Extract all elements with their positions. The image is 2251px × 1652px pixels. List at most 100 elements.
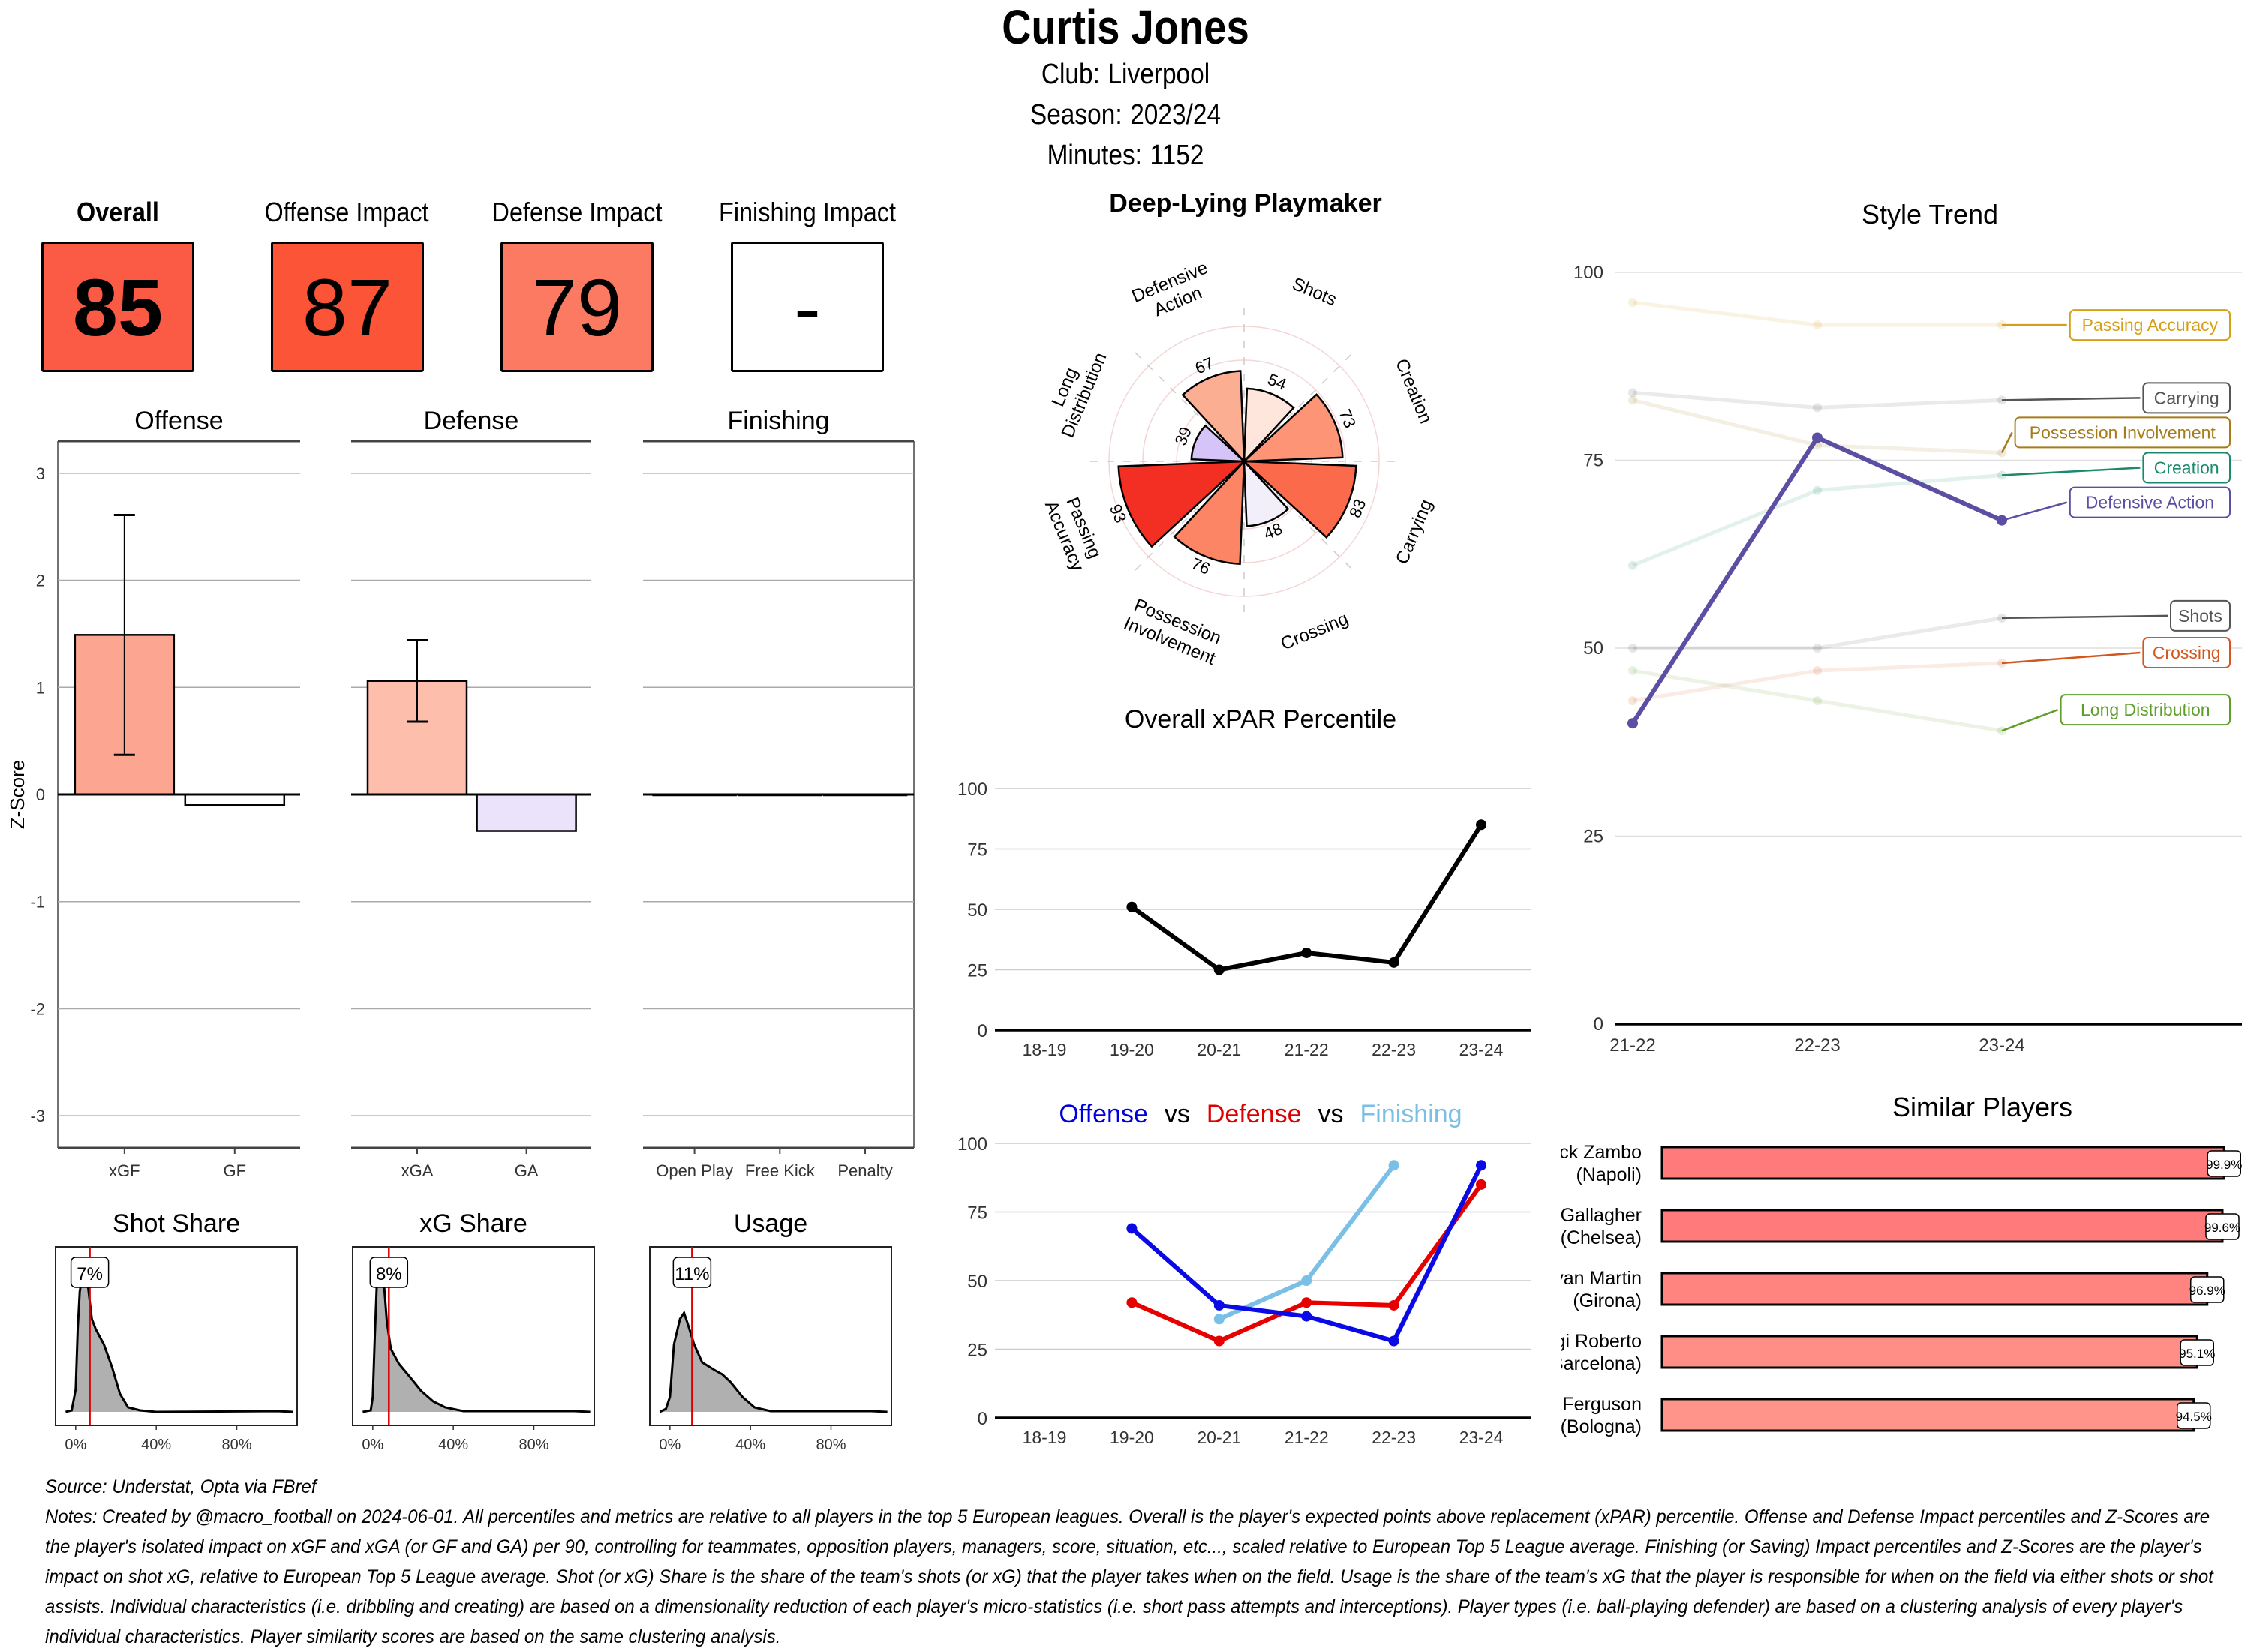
trend-point-creation: [1628, 560, 1637, 570]
trend-point-possession-involvement: [1628, 395, 1637, 405]
radar-title: Deep-Lying Playmaker: [1109, 189, 1381, 218]
title-part-finishing: Finishing: [1360, 1100, 1462, 1128]
y-tick-label: 100: [1573, 263, 1603, 283]
y-tick-label: 75: [1583, 451, 1603, 471]
minutes-value: 1152: [1150, 140, 1204, 171]
x-tick-label: 23-24: [1979, 1035, 2024, 1056]
bar-gf: [184, 793, 286, 806]
trend-point-creation: [1813, 485, 1822, 495]
marker-label: 7%: [77, 1264, 103, 1284]
kpi-title-finishing: Finishing Impact: [719, 197, 896, 227]
y-tick-label: 50: [967, 1272, 987, 1292]
trend-connector-long-distribution: [2001, 708, 2059, 732]
radar-category-label: Carrying: [1392, 497, 1437, 567]
trend-label-box-long-distribution: [2060, 694, 2231, 726]
data-point-defense: [1388, 1299, 1399, 1311]
x-tick-label: 23-24: [1459, 1040, 1504, 1059]
density-title: Shot Share: [113, 1209, 240, 1238]
trend-connector-defensive-action: [2001, 501, 2068, 521]
trend-connector-carrying: [2001, 397, 2141, 401]
trend-label-creation: Creation: [2154, 458, 2219, 478]
similar-player-name: Franck Zambo: [1561, 1142, 1642, 1163]
similar-player-club: (Napoli): [1576, 1164, 1642, 1185]
trend-line-possession-involvement: [1632, 398, 2003, 455]
kpi-title-overall: Overall: [77, 197, 159, 227]
series-line-finishing: [1218, 1164, 1396, 1321]
title-part-vs: vs: [1318, 1100, 1344, 1128]
similarity-label-box: [2180, 1339, 2214, 1366]
density-line: [362, 1257, 591, 1413]
trend-line-creation: [1632, 473, 2003, 568]
similarity-label-box: [2177, 1402, 2211, 1429]
marker-label-box: [70, 1257, 110, 1288]
density-frame: [55, 1246, 298, 1426]
trend-point-carrying: [1813, 403, 1822, 413]
y-tick-label: 0: [1594, 1014, 1603, 1035]
minutes-label: Minutes:: [1047, 140, 1142, 171]
notes-line: Notes: Created by @macro_football on 202…: [45, 1506, 2210, 1527]
marker-label-box: [672, 1257, 712, 1288]
similarity-label-box: [2207, 1150, 2241, 1177]
radar-wedge-long-distribution: [1190, 424, 1247, 463]
zscore-bar-chart: Z-Score -3 -2 -1 0 1 2 3 Offense xGF GF Defense xGA G…: [6, 407, 915, 1180]
style-trend-chart: Style Trend 0 25 50 75 100 21-22 22-23 23-24 Pass…: [1573, 199, 2242, 1056]
trend-point-defensive-action: [1997, 515, 2007, 526]
trend-point-long-distribution: [1628, 666, 1637, 676]
radar-value-label: 39: [1171, 424, 1195, 448]
density-title: xG Share: [419, 1209, 527, 1238]
source-note: Source: Understat, Opta via FBref: [45, 1476, 317, 1497]
similar-player-name: Conor Gallagher: [1561, 1205, 1642, 1226]
trend-label-box-possession-involvement: [2014, 416, 2231, 449]
radar-wedge-shots: [1243, 387, 1295, 464]
density-area: [660, 1313, 888, 1412]
trend-label-carrying: Carrying: [2154, 388, 2219, 407]
data-point-finishing: [1388, 1160, 1399, 1171]
radar-category-label-line: Crossing: [1278, 608, 1351, 654]
data-point-defense: [1301, 1297, 1312, 1308]
data-point: [1213, 964, 1225, 975]
radar-wedge-creation: [1241, 393, 1344, 463]
trend-label-box-passing-accuracy: [2069, 309, 2231, 341]
y-tick-label: 0: [978, 1409, 987, 1429]
x-tick-label: 18-19: [1023, 1428, 1067, 1447]
x-tick-label: 40%: [141, 1437, 171, 1453]
y-tick-label: 2: [36, 572, 45, 590]
x-tick-label: 40%: [735, 1437, 765, 1453]
x-tick-label: 0%: [362, 1437, 383, 1453]
radar-category-label: LongDistribution: [1038, 341, 1111, 440]
density-line: [65, 1264, 293, 1413]
data-point-offense: [1301, 1311, 1312, 1322]
data-point-finishing: [1301, 1275, 1312, 1286]
density-frame: [649, 1246, 892, 1426]
x-tick-label: 19-20: [1110, 1428, 1154, 1447]
similarity-label: 95.1%: [2179, 1347, 2215, 1361]
club-label: Club:: [1041, 59, 1100, 90]
y-axis-label: Z-Score: [6, 760, 29, 829]
radar-category-label-line: Shots: [1289, 274, 1339, 310]
similarity-label: 96.9%: [2189, 1284, 2225, 1298]
similarity-bar: [1660, 1146, 2225, 1180]
chart-title: Overall xPAR Percentile: [1125, 705, 1396, 734]
trend-connector-crossing: [2001, 651, 2141, 665]
trend-label-box-carrying: [2142, 382, 2231, 414]
chart-title: Offense vs Defense vs Finishing: [1059, 1100, 1462, 1128]
notes-line: individual characteristics. Player simil…: [45, 1626, 781, 1647]
x-tick-label: xGA: [401, 1161, 434, 1180]
trend-point-crossing: [1628, 696, 1637, 706]
density-frame: [352, 1246, 595, 1426]
similarity-bar: [1660, 1209, 2224, 1243]
radar-category-label: Crossing: [1278, 608, 1351, 654]
data-point-offense: [1126, 1223, 1138, 1234]
similar-players-chart: Similar Players Franck Zambo(Napoli) 99.9%…: [1561, 1092, 2242, 1437]
y-tick-label: 100: [957, 1134, 987, 1155]
density-area: [362, 1262, 591, 1412]
radar-wedge-possession-involvement: [1173, 458, 1246, 565]
footer: Source: Understat, Opta via FBref Notes:…: [45, 1472, 2221, 1652]
trend-connector-creation: [2001, 467, 2141, 476]
x-tick-label: 22-23: [1372, 1428, 1416, 1447]
trend-label-possession-involvement: Possession Involvement: [2030, 422, 2216, 442]
marker-label: 8%: [376, 1264, 402, 1284]
season-label: Season:: [1029, 99, 1122, 131]
similar-player-club: (Bologna): [1561, 1416, 1642, 1437]
